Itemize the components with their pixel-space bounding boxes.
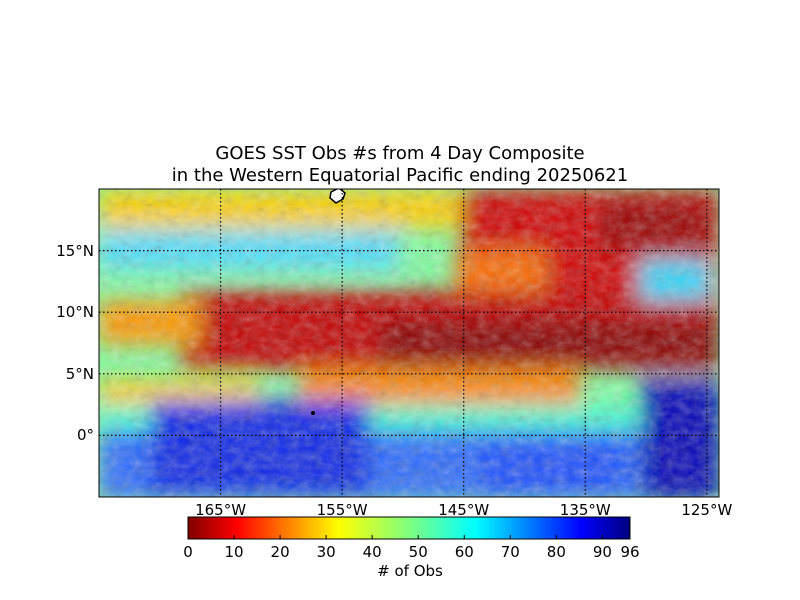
- island-hawaii: [329, 189, 346, 204]
- colorbar-tick-label: 60: [454, 543, 474, 561]
- colorbar-ticks: [187, 535, 631, 539]
- lat-tick-label: 0°: [76, 426, 94, 445]
- colorbar: [187, 516, 631, 540]
- colorbar-tick-label: 0: [183, 543, 193, 561]
- colorbar-tick-label: 70: [500, 543, 520, 561]
- colorbar-tick-label: 96: [620, 543, 640, 561]
- lat-tick-label: 5°N: [65, 364, 94, 383]
- lat-tick-label: 15°N: [56, 241, 94, 260]
- gridlines: [99, 189, 719, 497]
- map-title-line2: in the Western Equatorial Pacific ending…: [171, 165, 629, 186]
- colorbar-tick-label: 20: [270, 543, 290, 561]
- colorbar-tick-label: 10: [224, 543, 244, 561]
- plot-frame: [98, 188, 720, 498]
- map-title-line1: GOES SST Obs #s from 4 Day Composite: [215, 143, 585, 164]
- colorbar-tick-label: 30: [316, 543, 336, 561]
- colorbar-label: # of Obs: [377, 562, 443, 580]
- colorbar-tick-label: 40: [362, 543, 382, 561]
- lon-tick-label: 165°W: [195, 501, 247, 519]
- colorbar-tick-label: 50: [408, 543, 428, 561]
- colorbar-tick-label: 90: [592, 543, 612, 561]
- lon-tick-label: 155°W: [316, 501, 368, 519]
- lon-tick-label: 145°W: [438, 501, 490, 519]
- sst-field: [99, 189, 719, 497]
- lat-tick-label: 10°N: [56, 303, 94, 322]
- colorbar-tick-label: 80: [546, 543, 566, 561]
- island-dot: [311, 411, 315, 415]
- lon-tick-label: 135°W: [559, 501, 611, 519]
- lon-tick-label: 125°W: [681, 501, 733, 519]
